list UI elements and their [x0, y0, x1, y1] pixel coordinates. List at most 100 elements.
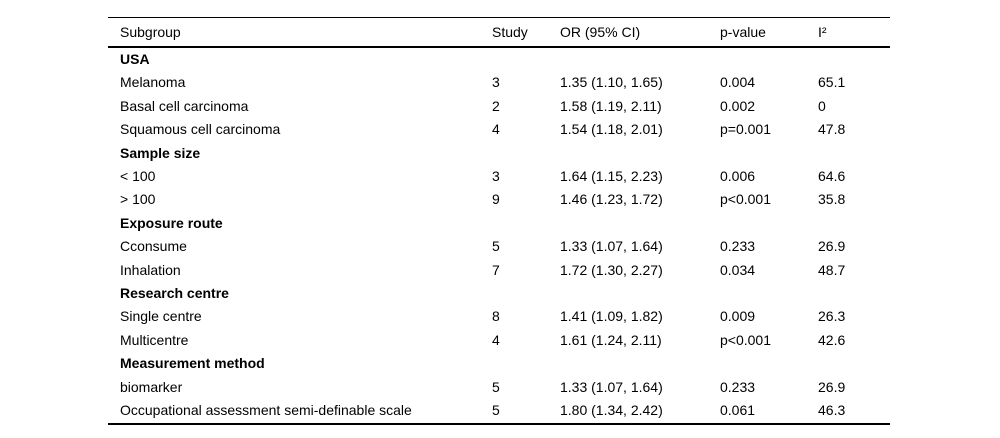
cell-study: 3: [492, 74, 500, 91]
cell-p-value: [720, 212, 818, 235]
cell-study: 5: [492, 402, 500, 419]
subgroup-analysis-table: Subgroup Study OR (95% CI) p-value I² US…: [108, 17, 890, 425]
column-header-p-value: p-value: [720, 17, 818, 48]
cell-subgroup: Measurement method: [120, 355, 265, 372]
cell-study: 5: [492, 238, 500, 255]
table-row: Cconsume 5 1.33 (1.07, 1.64) 0.233 26.9: [108, 235, 890, 258]
cell-subgroup: USA: [120, 51, 150, 67]
cell-or-ci: 1.33 (1.07, 1.64): [560, 378, 663, 395]
column-header-study: Study: [492, 17, 560, 48]
cell-or-ci: 1.72 (1.30, 2.27): [560, 261, 663, 278]
cell-i2: 42.6: [818, 331, 846, 348]
cell-study: [492, 142, 560, 165]
column-header-subgroup: Subgroup: [108, 17, 492, 48]
cell-p-value: p<0.001: [720, 331, 771, 348]
cell-or-ci: [560, 352, 720, 375]
section-row-exposure-route: Exposure route: [108, 212, 890, 235]
cell-subgroup: biomarker: [120, 378, 183, 395]
cell-p-value: p=0.001: [720, 121, 771, 138]
table-row: Single centre 8 1.41 (1.09, 1.82) 0.009 …: [108, 305, 890, 328]
cell-subgroup: Melanoma: [120, 74, 186, 91]
cell-p-value: p<0.001: [720, 191, 771, 208]
cell-p-value: [720, 142, 818, 165]
cell-or-ci: 1.33 (1.07, 1.64): [560, 238, 663, 255]
table-row: Squamous cell carcinoma 4 1.54 (1.18, 2.…: [108, 118, 890, 141]
cell-or-ci: 1.46 (1.23, 1.72): [560, 191, 663, 208]
table-row: Basal cell carcinoma 2 1.58 (1.19, 2.11)…: [108, 95, 890, 118]
cell-i2: [818, 282, 890, 305]
table-row: < 100 3 1.64 (1.15, 2.23) 0.006 64.6: [108, 165, 890, 188]
cell-p-value: [720, 47, 818, 71]
cell-study: 3: [492, 168, 500, 185]
cell-i2: 26.9: [818, 238, 846, 255]
cell-i2: 46.3: [818, 402, 846, 419]
cell-study: 4: [492, 331, 500, 348]
cell-subgroup: Exposure route: [120, 214, 223, 231]
table-row: Melanoma 3 1.35 (1.10, 1.65) 0.004 65.1: [108, 71, 890, 94]
cell-or-ci: [560, 142, 720, 165]
cell-i2: 48.7: [818, 261, 846, 278]
cell-study: 7: [492, 261, 500, 278]
column-header-or-ci: OR (95% CI): [560, 17, 720, 48]
cell-study: [492, 212, 560, 235]
cell-subgroup: Single centre: [120, 308, 202, 325]
cell-subgroup: Basal cell carcinoma: [120, 97, 249, 114]
cell-or-ci: 1.41 (1.09, 1.82): [560, 308, 663, 325]
cell-i2: 0: [818, 97, 826, 114]
cell-subgroup: Multicentre: [120, 331, 189, 348]
section-row-sample-size: Sample size: [108, 142, 890, 165]
table-row: Multicentre 4 1.61 (1.24, 2.11) p<0.001 …: [108, 329, 890, 352]
cell-study: 4: [492, 121, 500, 138]
column-header-i2: I²: [818, 17, 890, 48]
header-row: Subgroup Study OR (95% CI) p-value I²: [108, 17, 890, 48]
table-row: Occupational assessment semi-definable s…: [108, 399, 890, 423]
cell-subgroup: Occupational assessment semi-definable s…: [120, 402, 412, 419]
cell-study: 9: [492, 191, 500, 208]
cell-i2: 65.1: [818, 74, 846, 91]
cell-subgroup: Inhalation: [120, 261, 181, 278]
section-row-research-centre: Research centre: [108, 282, 890, 305]
cell-or-ci: [560, 212, 720, 235]
cell-p-value: 0.002: [720, 97, 756, 114]
cell-study: [492, 282, 560, 305]
cell-p-value: 0.061: [720, 402, 756, 419]
cell-i2: 26.9: [818, 378, 846, 395]
cell-p-value: 0.034: [720, 261, 756, 278]
cell-p-value: 0.004: [720, 74, 756, 91]
cell-study: 5: [492, 378, 500, 395]
cell-subgroup: > 100: [120, 191, 156, 208]
cell-or-ci: 1.58 (1.19, 2.11): [560, 97, 662, 114]
table-row: > 100 9 1.46 (1.23, 1.72) p<0.001 35.8: [108, 188, 890, 211]
cell-subgroup: Cconsume: [120, 238, 187, 255]
cell-i2: [818, 352, 890, 375]
cell-i2: 47.8: [818, 121, 846, 138]
cell-p-value: [720, 282, 818, 305]
cell-i2: [818, 212, 890, 235]
cell-p-value: 0.233: [720, 378, 756, 395]
cell-or-ci: [560, 47, 720, 71]
cell-or-ci: 1.54 (1.18, 2.01): [560, 121, 663, 138]
cell-or-ci: 1.61 (1.24, 2.11): [560, 331, 662, 348]
cell-or-ci: [560, 282, 720, 305]
cell-study: [492, 47, 560, 71]
cell-i2: [818, 142, 890, 165]
cell-or-ci: 1.64 (1.15, 2.23): [560, 168, 663, 185]
cell-i2: 26.3: [818, 308, 846, 325]
cell-p-value: [720, 352, 818, 375]
cell-study: [492, 352, 560, 375]
table-row: biomarker 5 1.33 (1.07, 1.64) 0.233 26.9: [108, 376, 890, 399]
cell-p-value: 0.009: [720, 308, 756, 325]
cell-i2: [818, 47, 890, 71]
cell-subgroup: Research centre: [120, 285, 229, 302]
cell-or-ci: 1.35 (1.10, 1.65): [560, 74, 663, 91]
cell-subgroup: Sample size: [120, 144, 201, 161]
cell-p-value: 0.233: [720, 238, 756, 255]
cell-i2: 35.8: [818, 191, 846, 208]
cell-subgroup: Squamous cell carcinoma: [120, 121, 281, 138]
cell-p-value: 0.006: [720, 168, 756, 185]
cell-or-ci: 1.80 (1.34, 2.42): [560, 402, 663, 419]
cell-subgroup: < 100: [120, 168, 156, 185]
cell-i2: 64.6: [818, 168, 846, 185]
section-row-usa: USA: [108, 47, 890, 71]
